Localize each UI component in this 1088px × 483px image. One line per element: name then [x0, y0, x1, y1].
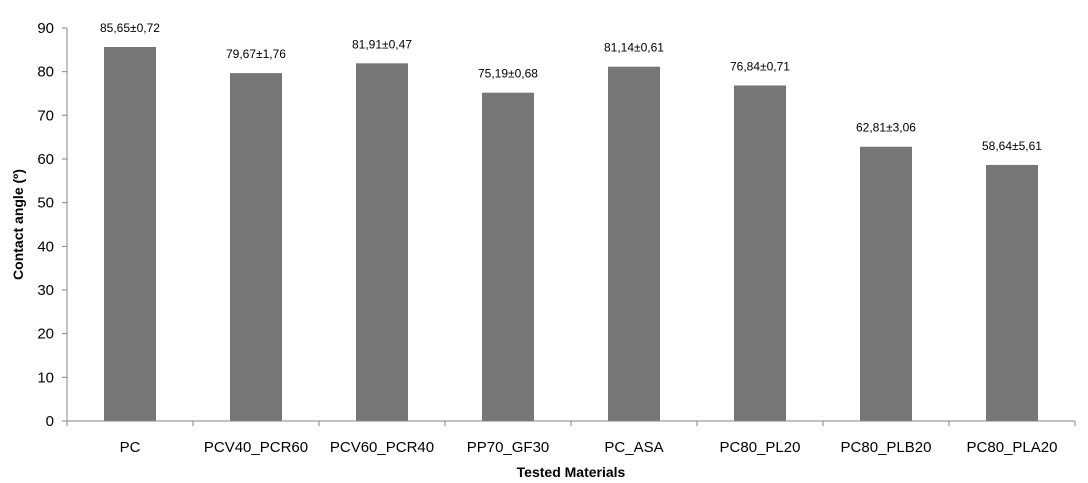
- y-tick-label: 50: [37, 195, 54, 212]
- data-labels: 85,65±0,72 79,67±1,76 81,91±0,47 75,19±0,68…: [100, 21, 1042, 153]
- data-label: 85,65±0,72: [100, 21, 160, 35]
- x-tick-label: PC80_PL20: [720, 439, 801, 456]
- x-tick-label: PC80_PLB20: [841, 439, 932, 456]
- y-tick-label: 20: [37, 326, 54, 343]
- bars: [104, 46, 1038, 422]
- y-axis-ticks: 0 10 20 30 40 50 60 70 80 90: [37, 20, 67, 430]
- x-axis-title: Tested Materials: [517, 464, 626, 480]
- bar-pc80-pl20: [734, 85, 786, 421]
- y-tick-label: 10: [37, 369, 54, 386]
- x-tick-label: PP70_GF30: [467, 439, 550, 456]
- bar-pp70-gf30: [482, 92, 534, 421]
- y-axis-title: Contact angle (º): [10, 169, 26, 280]
- data-label: 81,14±0,61: [604, 41, 664, 55]
- y-tick-label: 40: [37, 238, 54, 255]
- bar-pc80-plb20: [860, 146, 912, 421]
- x-tick-label: PCV60_PCR40: [330, 439, 434, 456]
- y-tick-label: 60: [37, 151, 54, 168]
- bar-pcv40-pcr60: [230, 73, 282, 421]
- y-tick-label: 90: [37, 20, 54, 37]
- x-tick-label: PCV40_PCR60: [204, 439, 308, 456]
- category-labels: PC PCV40_PCR60 PCV60_PCR40 PP70_GF30 PC_ASA P…: [66, 421, 1076, 456]
- data-label: 62,81±3,06: [856, 121, 916, 135]
- data-label: 79,67±1,76: [226, 47, 286, 61]
- bar-pcv60-pcr40: [356, 63, 408, 422]
- y-tick-label: 0: [46, 413, 54, 430]
- x-tick-label: PC_ASA: [604, 439, 663, 456]
- y-tick-label: 70: [37, 107, 54, 124]
- data-label: 81,91±0,47: [352, 37, 412, 51]
- x-tick-label: PC80_PLA20: [967, 439, 1058, 456]
- data-label: 75,19±0,68: [478, 67, 538, 81]
- bar-pc-asa: [608, 66, 660, 422]
- data-label: 76,84±0,71: [730, 59, 790, 73]
- y-tick-label: 30: [37, 282, 54, 299]
- x-tick-label: PC: [120, 439, 141, 456]
- bar-pc: [104, 46, 156, 422]
- bar-pc80-pla20: [986, 164, 1038, 421]
- data-label: 58,64±5,61: [982, 139, 1042, 153]
- y-tick-label: 80: [37, 64, 54, 81]
